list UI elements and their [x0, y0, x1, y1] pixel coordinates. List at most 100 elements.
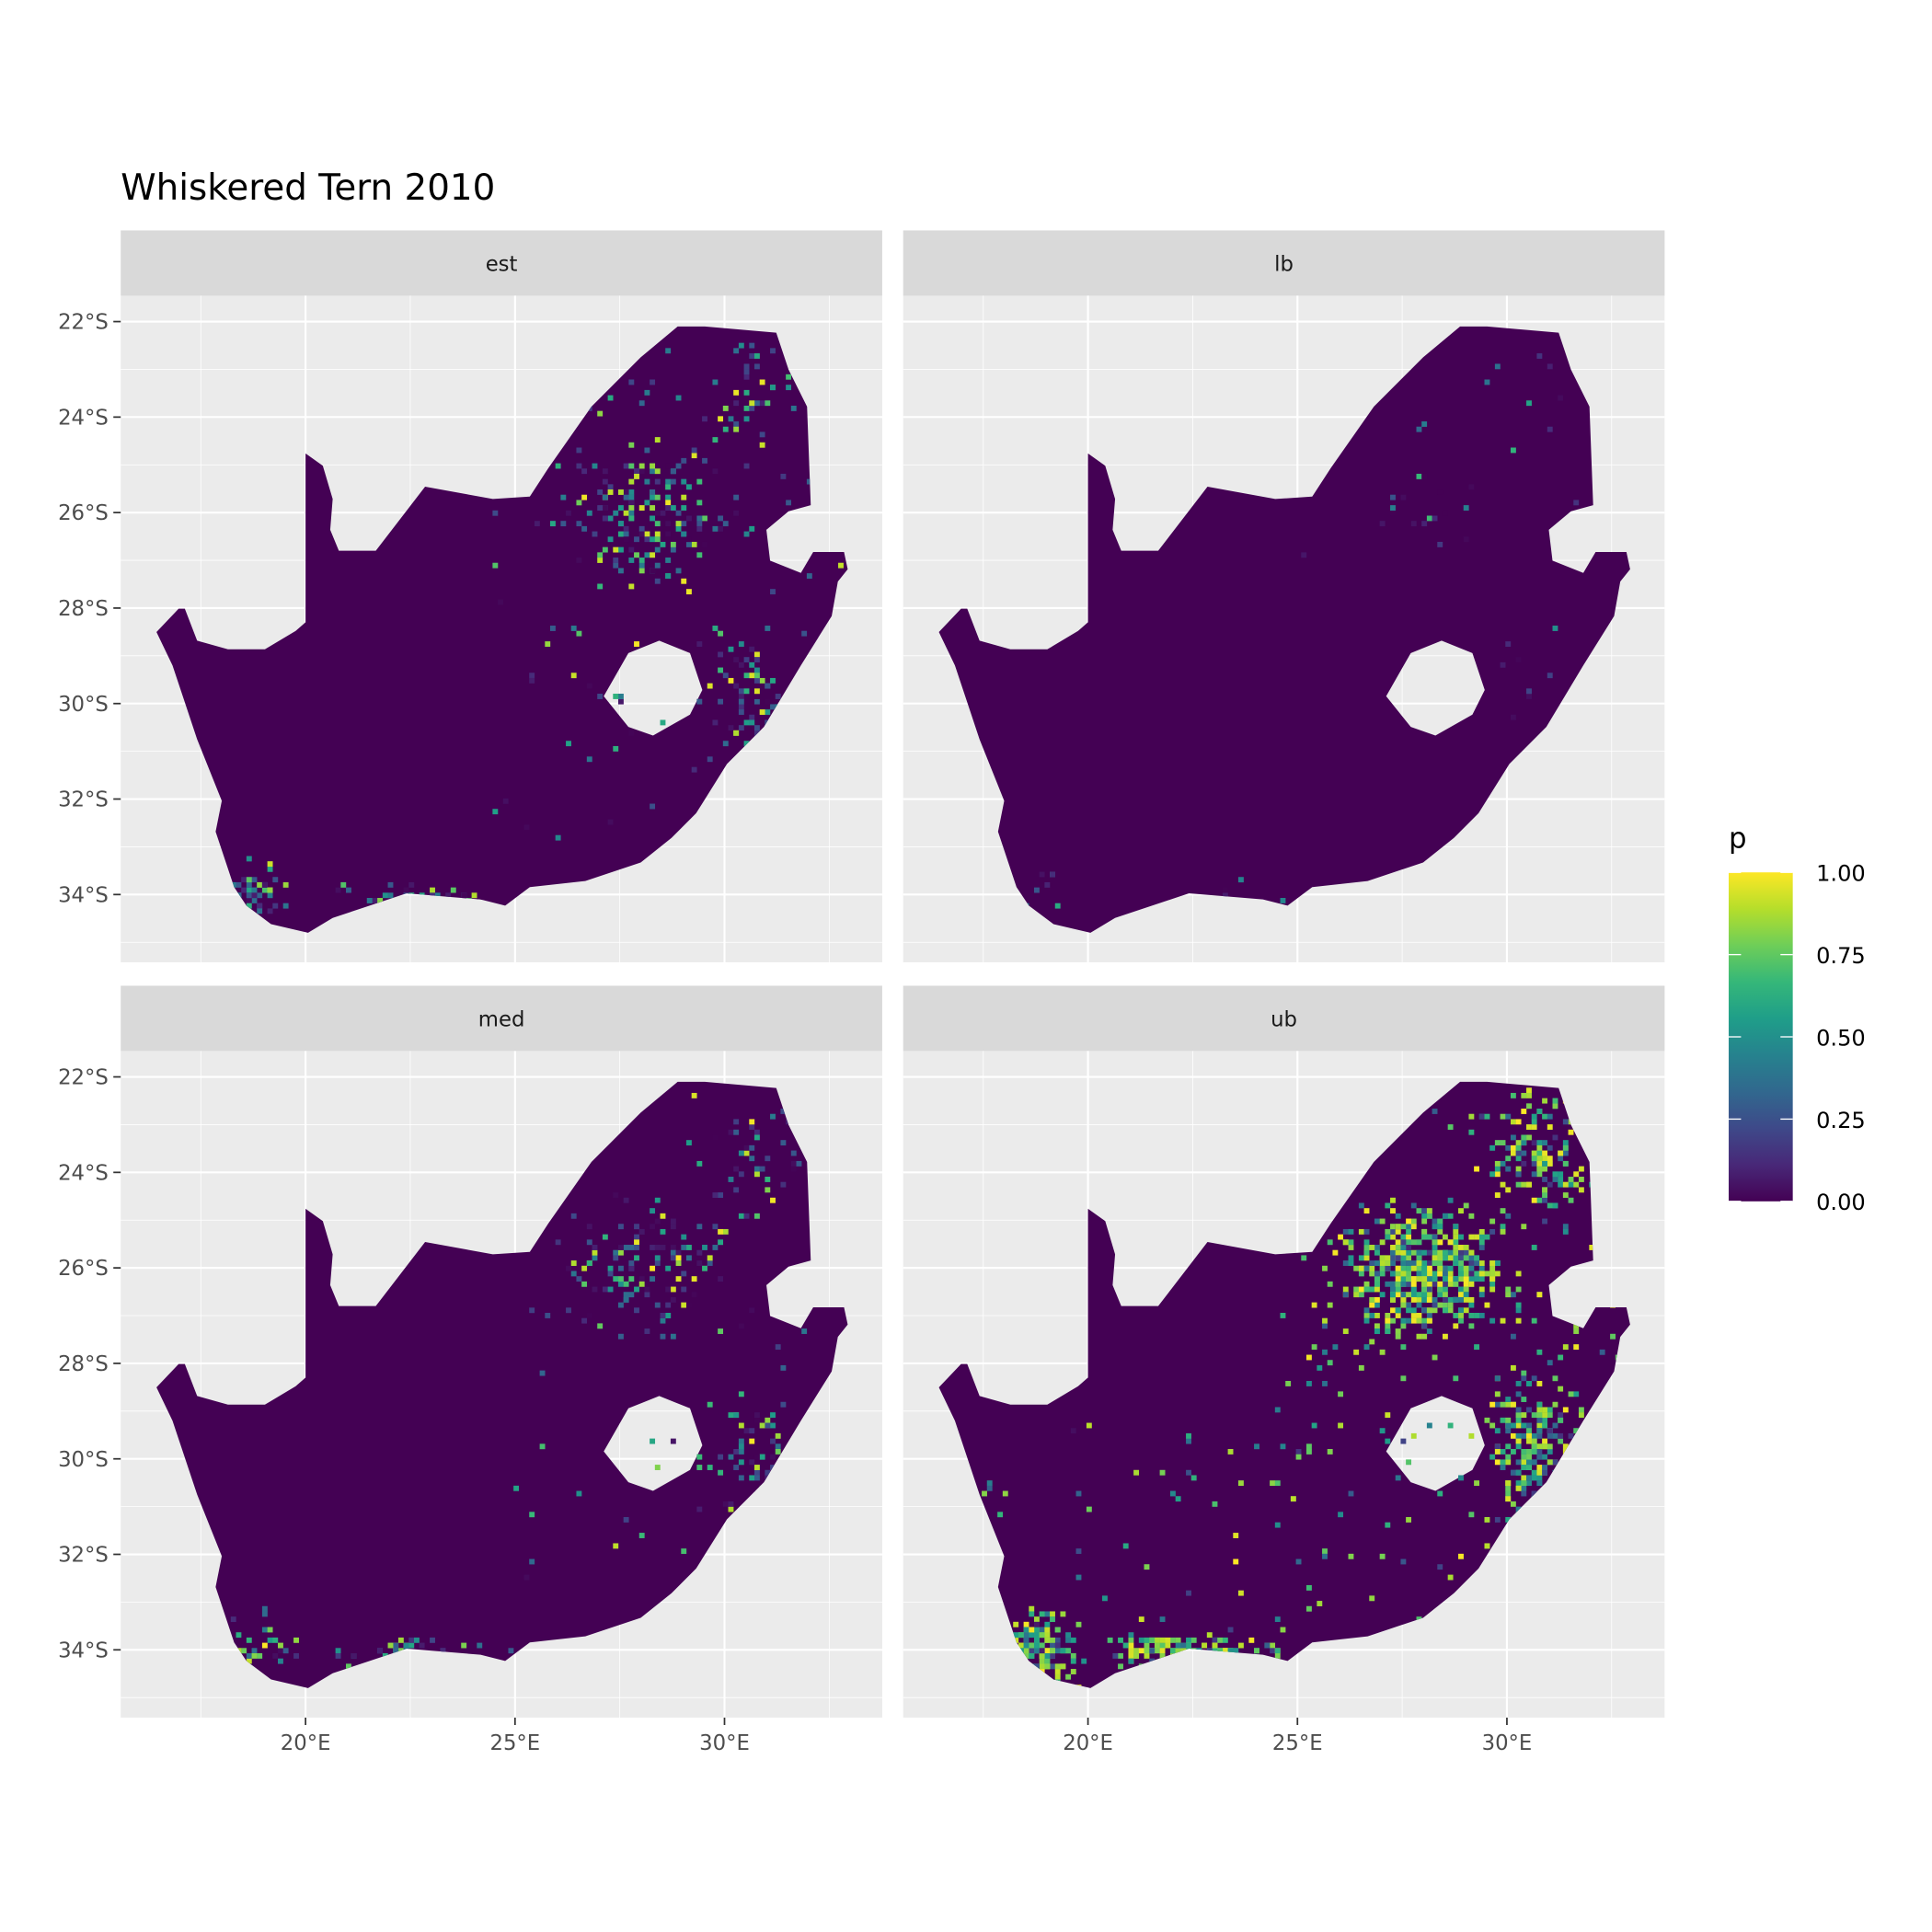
raster-cell	[1478, 1239, 1485, 1246]
raster-cell	[1531, 1113, 1537, 1120]
raster-cell	[617, 698, 624, 705]
raster-cell	[1133, 1652, 1140, 1659]
raster-cell	[1410, 521, 1417, 527]
raster-cell	[634, 468, 639, 475]
raster-cell	[1505, 1292, 1512, 1298]
raster-cell	[592, 1286, 598, 1293]
raster-cell	[1562, 1407, 1569, 1413]
raster-cell	[733, 426, 740, 432]
raster-cell	[1227, 1648, 1234, 1654]
raster-cell	[1531, 1469, 1537, 1476]
raster-cell	[722, 673, 729, 679]
strip-est	[121, 230, 882, 296]
raster-cell	[1400, 1245, 1407, 1250]
raster-cell	[1390, 1224, 1396, 1230]
raster-cell	[675, 1276, 682, 1282]
raster-cell	[1327, 1360, 1333, 1366]
raster-cell	[623, 510, 629, 516]
raster-cell	[650, 494, 656, 500]
raster-cell	[1437, 1255, 1443, 1261]
raster-cell	[1186, 1590, 1191, 1596]
raster-cell	[1374, 1302, 1380, 1308]
raster-cell	[508, 1648, 514, 1654]
raster-cell	[1453, 1281, 1459, 1287]
raster-cell	[1558, 1156, 1564, 1162]
raster-cell	[597, 489, 604, 495]
raster-cell	[1033, 1648, 1040, 1654]
raster-cell	[665, 484, 672, 490]
raster-cell	[1515, 1119, 1522, 1125]
raster-cell	[1186, 1637, 1191, 1643]
raster-cell	[765, 1469, 771, 1476]
raster-cell	[654, 562, 661, 569]
raster-cell	[644, 1328, 650, 1334]
raster-cell	[1505, 1443, 1512, 1450]
raster-cell	[1410, 1218, 1417, 1225]
axes: 22°S24°S26°S28°S30°S32°S34°S22°S24°S26°S…	[58, 311, 1532, 1755]
raster-cell	[1536, 1140, 1543, 1146]
raster-cell	[1453, 1323, 1459, 1329]
raster-cell	[707, 1465, 713, 1470]
raster-cell	[681, 457, 687, 464]
raster-cell	[1305, 1584, 1312, 1591]
raster-cell	[1050, 1652, 1055, 1659]
raster-cell	[1426, 1281, 1432, 1287]
raster-cell	[1437, 541, 1443, 547]
raster-cell	[1468, 1323, 1475, 1329]
raster-cell	[1023, 1637, 1029, 1643]
raster-cell	[1515, 1407, 1522, 1413]
raster-cell	[753, 1454, 760, 1460]
raster-cell	[1023, 1632, 1029, 1639]
raster-cell	[1510, 714, 1516, 720]
raster-cell	[749, 1475, 755, 1481]
raster-cell	[1526, 1134, 1532, 1141]
legend-label: 0.25	[1816, 1108, 1866, 1133]
raster-cell	[685, 541, 692, 547]
raster-cell	[1159, 1469, 1166, 1476]
raster-cell	[529, 677, 535, 684]
raster-cell	[634, 552, 639, 558]
raster-cell	[1390, 1296, 1396, 1303]
raster-cell	[1599, 1349, 1605, 1355]
raster-cell	[1039, 1652, 1045, 1659]
raster-cells	[210, 332, 844, 933]
raster-cell	[1054, 1673, 1061, 1680]
raster-cell	[1536, 1480, 1543, 1487]
raster-cell	[634, 473, 639, 479]
raster-cell	[1500, 1181, 1506, 1188]
raster-cell	[1521, 1490, 1527, 1497]
raster-cell	[749, 400, 755, 407]
raster-cell	[660, 719, 666, 726]
raster-cell	[1379, 1239, 1386, 1246]
raster-cell	[1568, 1181, 1574, 1188]
raster-cell	[733, 1187, 740, 1193]
raster-cell	[251, 898, 258, 903]
raster-cell	[1552, 1422, 1558, 1429]
raster-cell	[1075, 1621, 1082, 1627]
raster-cell	[1029, 1642, 1035, 1649]
raster-cell	[1552, 1202, 1558, 1209]
raster-cell	[644, 447, 650, 454]
raster-cell	[1531, 1443, 1537, 1450]
raster-cell	[1578, 1177, 1584, 1182]
raster-cell	[743, 1150, 750, 1156]
raster-cell	[1410, 1224, 1417, 1230]
raster-cell	[1138, 1648, 1144, 1654]
raster-cell	[1573, 1328, 1580, 1334]
raster-cell	[1421, 1208, 1428, 1214]
raster-cell	[1175, 1637, 1181, 1643]
raster-cell	[617, 1265, 624, 1271]
raster-cell	[1453, 1228, 1459, 1235]
raster-cell	[1044, 1632, 1051, 1639]
raster-cell	[738, 1391, 744, 1397]
raster-cell	[1552, 1432, 1558, 1439]
raster-cell	[1542, 1465, 1548, 1470]
raster-cell	[1406, 1292, 1412, 1298]
raster-cell	[1494, 1401, 1501, 1408]
raster-cell	[1421, 521, 1428, 527]
raster-cell	[759, 400, 765, 407]
raster-cell	[1515, 657, 1522, 663]
raster-cell	[1212, 1501, 1218, 1507]
raster-cell	[1484, 1113, 1490, 1120]
raster-cell	[1521, 1432, 1527, 1439]
